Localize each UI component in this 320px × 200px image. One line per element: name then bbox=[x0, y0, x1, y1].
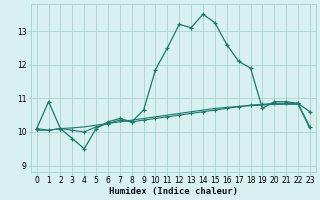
X-axis label: Humidex (Indice chaleur): Humidex (Indice chaleur) bbox=[109, 187, 238, 196]
